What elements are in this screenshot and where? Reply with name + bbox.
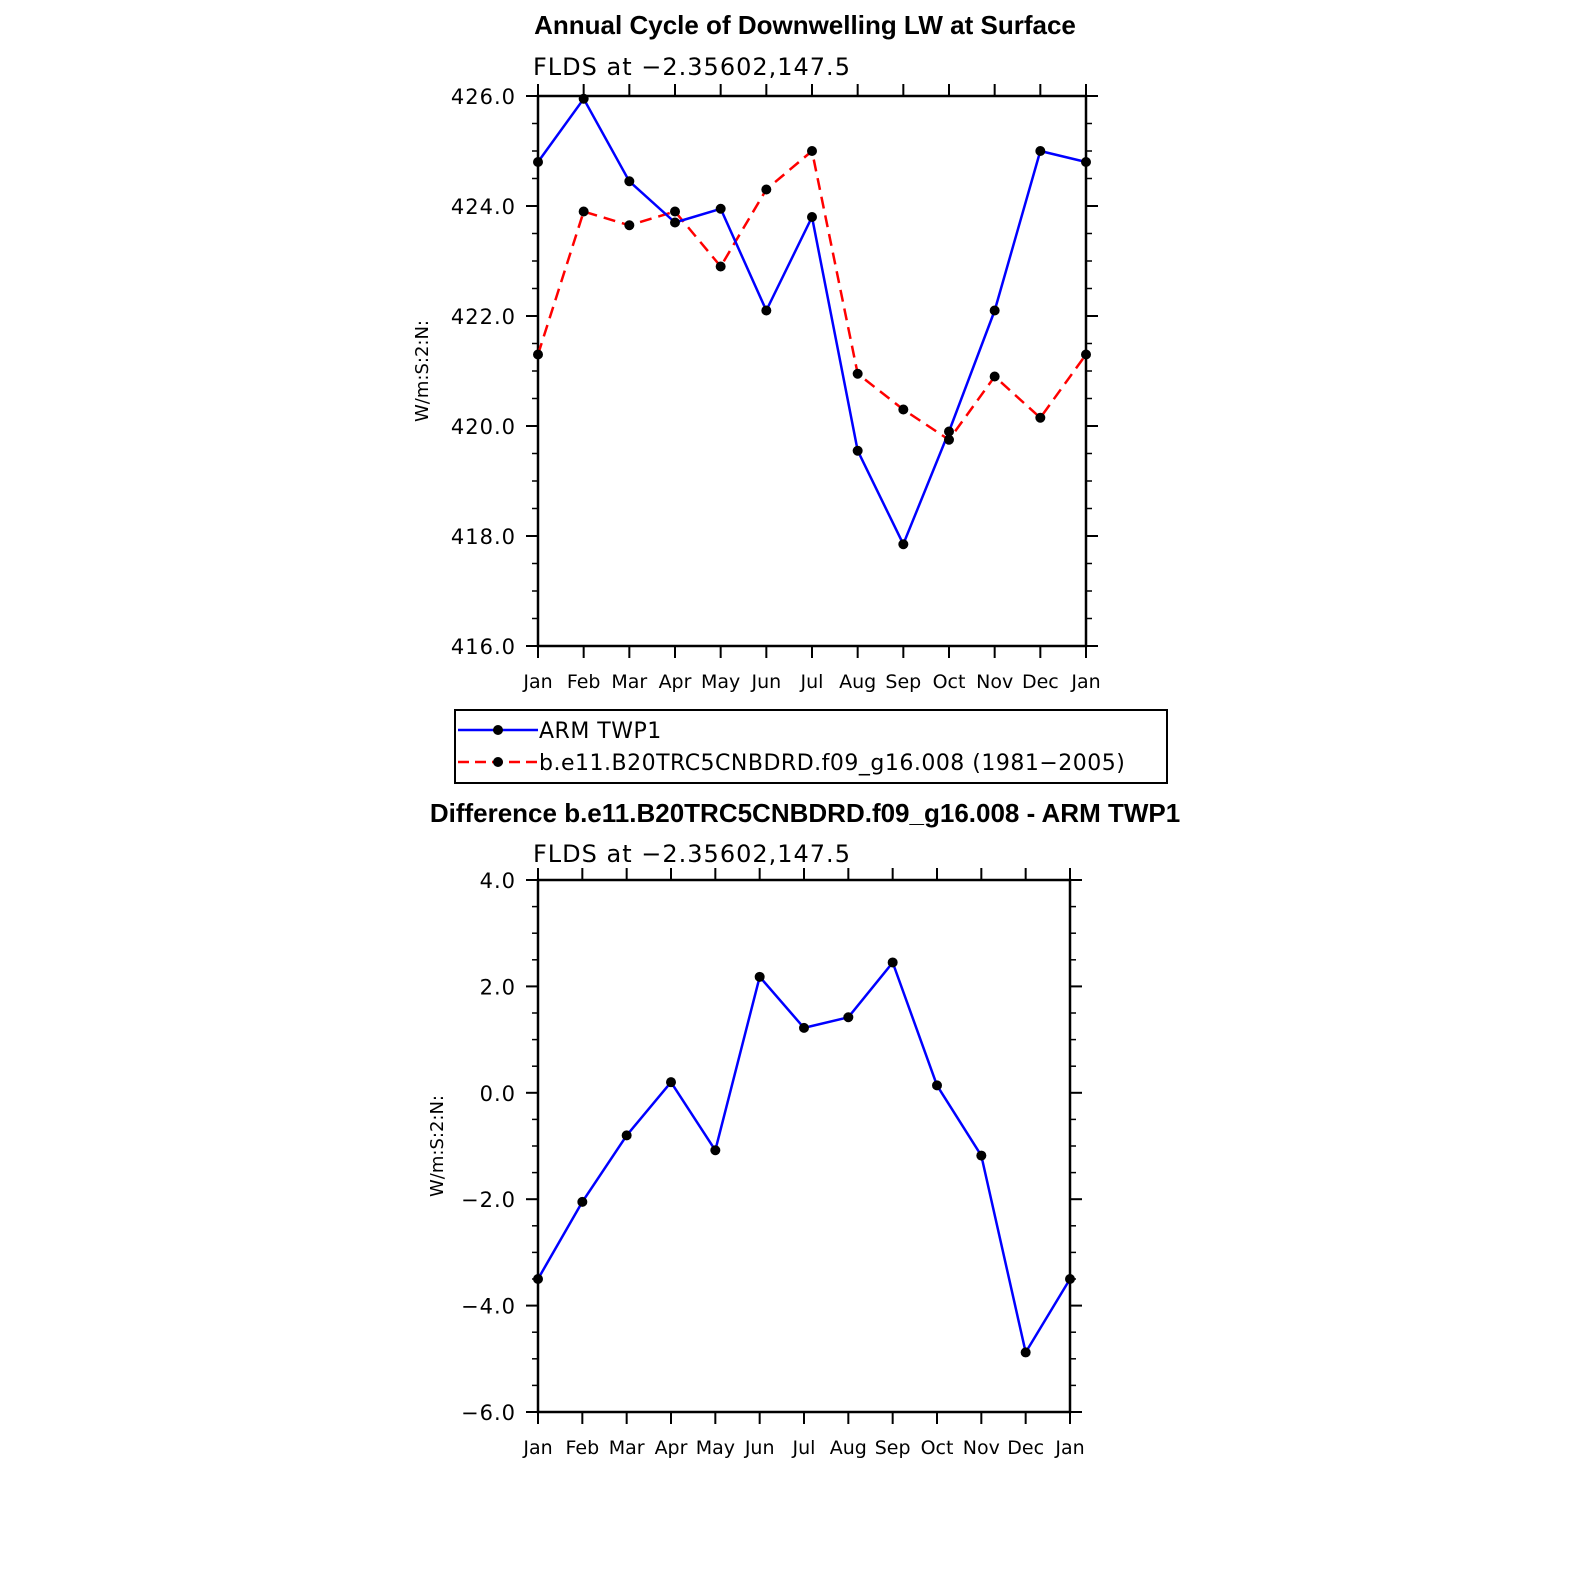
chart2-series-0-point [577, 1196, 588, 1207]
chart1-series-0-point [989, 305, 1000, 316]
chart1-series-1-point [944, 434, 954, 445]
chart1-xtick-label: May [701, 671, 740, 693]
chart2-series-0-line [536, 961, 1072, 1354]
chart1-xtick-label: Jan [522, 671, 552, 693]
chart1-xtick-label: Dec [1022, 671, 1059, 693]
chart1-series-0-point [761, 305, 772, 316]
chart1-series-0-point [944, 426, 954, 437]
chart2-series-0-point [887, 957, 898, 968]
chart1-series-0-point [715, 203, 726, 214]
chart1-series-1-point [898, 404, 909, 415]
chart1-xtick-label: Oct [933, 671, 966, 693]
chart1-xtick-label: Mar [611, 671, 647, 693]
legend-model-marker [493, 757, 503, 767]
chart2-title: Difference b.e11.B20TRC5CNBDRD.f09_g16.0… [430, 798, 1180, 828]
chart1-ytick-label: 424.0 [451, 195, 516, 219]
chart2-series-0-point [843, 1012, 854, 1023]
chart1-series-0-point [624, 176, 635, 187]
chart1-ylabel: W/m:S:2:N: [412, 320, 433, 422]
chart1-frame [536, 94, 1088, 648]
chart2-xtick-label: Nov [963, 1437, 1000, 1459]
chart2-series-0-point [533, 1274, 543, 1284]
chart1-series-1-point [989, 371, 1000, 382]
chart1-xtick-label: Jan [1070, 671, 1100, 693]
legend-arm-label: ARM TWP1 [539, 719, 662, 744]
chart1-series-1-point [715, 261, 726, 272]
chart1-legend: ARM TWP1 b.e11.B20TRC5CNBDRD.f09_g16.008… [454, 709, 1168, 784]
chart1-series-1-point [807, 146, 817, 156]
chart1-series-1-point [533, 349, 543, 360]
chart1-subtitle: FLDS at −2.35602,147.5 [533, 53, 851, 81]
chart2-series-0-point [799, 1022, 809, 1033]
chart2-xtick-label: Aug [830, 1437, 867, 1459]
chart1-series-1-point [1035, 412, 1046, 423]
chart1-series-1-point [1081, 349, 1091, 360]
chart2-xtick-label: Mar [609, 1437, 645, 1459]
chart2-ytick-label: −2.0 [461, 1188, 516, 1212]
chart1-series-1-point [761, 184, 772, 195]
chart1-series-0-point [670, 217, 680, 228]
chart1-xtick-label: Jul [800, 671, 824, 693]
chart2-series-0-point [754, 971, 765, 982]
chart2-series-0-point [621, 1130, 632, 1141]
chart2-plot: Jan Feb Mar Apr May Jun Jul Aug Sep Oct Nov Dec Jan 4… [427, 868, 1085, 1459]
chart2-series-0-point [666, 1077, 676, 1088]
chart2-xtick-label: Jan [522, 1437, 552, 1459]
chart1-xtick-label: Apr [659, 671, 692, 693]
chart2-series-0-point [976, 1150, 987, 1161]
chart1-ytick-label: 422.0 [451, 305, 516, 329]
chart2-ytick-label: −4.0 [461, 1295, 516, 1319]
chart1-title: Annual Cycle of Downwelling LW at Surfac… [534, 10, 1076, 40]
chart2-xtick-label: Dec [1007, 1437, 1044, 1459]
chart2-series-0-point [932, 1080, 942, 1091]
chart1-series-0-point [1081, 157, 1091, 167]
chart1-series-0-point [1035, 146, 1046, 156]
chart2-xtick-label: Jun [744, 1437, 775, 1459]
chart2-xtick-label: Oct [921, 1437, 954, 1459]
chart1-ytick-label: 420.0 [451, 415, 516, 439]
chart2-series-0-point [710, 1145, 721, 1156]
chart2-subtitle: FLDS at −2.35602,147.5 [533, 840, 851, 868]
chart2-xtick-label: Jan [1054, 1437, 1084, 1459]
chart1-xtick-label: Jun [750, 671, 781, 693]
chart1-xtick-label: Feb [567, 671, 601, 693]
chart1-xtick-label: Nov [976, 671, 1013, 693]
legend-box [454, 709, 1168, 784]
legend-arm-marker [493, 725, 503, 735]
chart2-ytick-label: −6.0 [461, 1401, 516, 1425]
chart2-ytick-label: 4.0 [480, 869, 516, 893]
chart1-series-1-point [852, 368, 863, 379]
chart1-xtick-label: Aug [839, 671, 876, 693]
chart2-xtick-label: May [696, 1437, 735, 1459]
chart1-xtick-label: Sep [885, 671, 921, 693]
chart2-series-0-point [1065, 1274, 1075, 1284]
chart1-series-0-point [578, 93, 589, 104]
chart2-xtick-label: Feb [566, 1437, 600, 1459]
chart2-ytick-label: 0.0 [480, 1082, 516, 1106]
chart2-xtick-label: Apr [655, 1437, 688, 1459]
chart2-xtick-label: Jul [792, 1437, 816, 1459]
chart1-series-1-line [536, 149, 1088, 442]
chart1-ytick-label: 418.0 [451, 525, 516, 549]
chart1-plot: Jan Feb Mar Apr May Jun Jul Aug Sep Oct Nov Dec Jan 4… [412, 84, 1101, 693]
chart1-series-0-point [807, 212, 817, 222]
chart1-series-1-point [624, 220, 635, 231]
chart2-xtick-label: Sep [875, 1437, 911, 1459]
chart2-ylabel: W/m:S:2:N: [427, 1095, 448, 1197]
chart1-series-0-point [533, 157, 543, 167]
chart1-series-0-point [852, 445, 863, 456]
chart1-series-1-point [670, 206, 680, 217]
chart1-series-1-point [578, 206, 589, 217]
chart1-ytick-label: 426.0 [451, 85, 516, 109]
chart2-series-0-point [1020, 1347, 1031, 1358]
chart2-frame [536, 878, 1072, 1414]
chart1-series-0-point [898, 539, 909, 550]
chart2-ytick-label: 2.0 [480, 975, 516, 999]
chart1-ytick-label: 416.0 [451, 635, 516, 659]
chart1-series-0-line [536, 97, 1087, 546]
legend-model-label: b.e11.B20TRC5CNBDRD.f09_g16.008 (1981−20… [539, 751, 1125, 776]
